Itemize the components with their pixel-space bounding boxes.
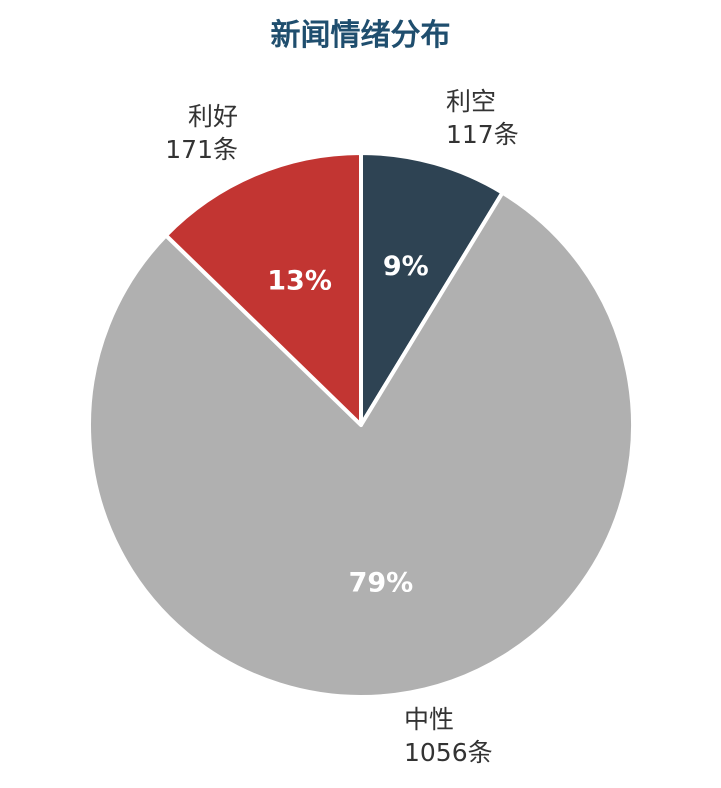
slice-category-label: 中性 xyxy=(404,705,454,734)
slice-count-label: 1056条 xyxy=(404,738,493,767)
chart-title: 新闻情绪分布 xyxy=(270,18,451,53)
slice-category-label: 利空 xyxy=(446,87,496,116)
pie-slice-1 xyxy=(359,151,505,427)
slice-count-label: 171条 xyxy=(165,135,238,164)
slice-percent-label: 79% xyxy=(349,568,414,599)
pie-slice-3 xyxy=(163,151,363,427)
slice-percent-label: 9% xyxy=(383,251,429,282)
slice-count-label: 117条 xyxy=(446,120,519,149)
slice-percent-label: 13% xyxy=(267,266,332,297)
slice-category-label: 利好 xyxy=(188,102,238,131)
pie-slice-2 xyxy=(87,190,635,699)
